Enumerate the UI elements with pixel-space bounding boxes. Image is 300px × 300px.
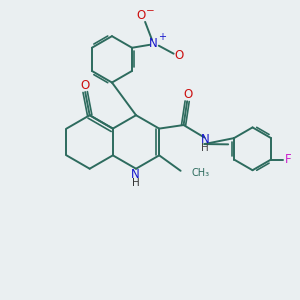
- Text: O: O: [183, 88, 192, 101]
- Text: H: H: [201, 143, 209, 153]
- Text: O: O: [80, 79, 89, 92]
- Text: −: −: [146, 6, 155, 16]
- Text: N: N: [201, 134, 209, 146]
- Text: N: N: [149, 37, 158, 50]
- Text: O: O: [174, 49, 184, 62]
- Text: +: +: [158, 32, 166, 42]
- Text: H: H: [132, 178, 139, 188]
- Text: CH₃: CH₃: [191, 168, 209, 178]
- Text: O: O: [136, 9, 145, 22]
- Text: F: F: [285, 153, 292, 166]
- Text: N: N: [131, 168, 140, 181]
